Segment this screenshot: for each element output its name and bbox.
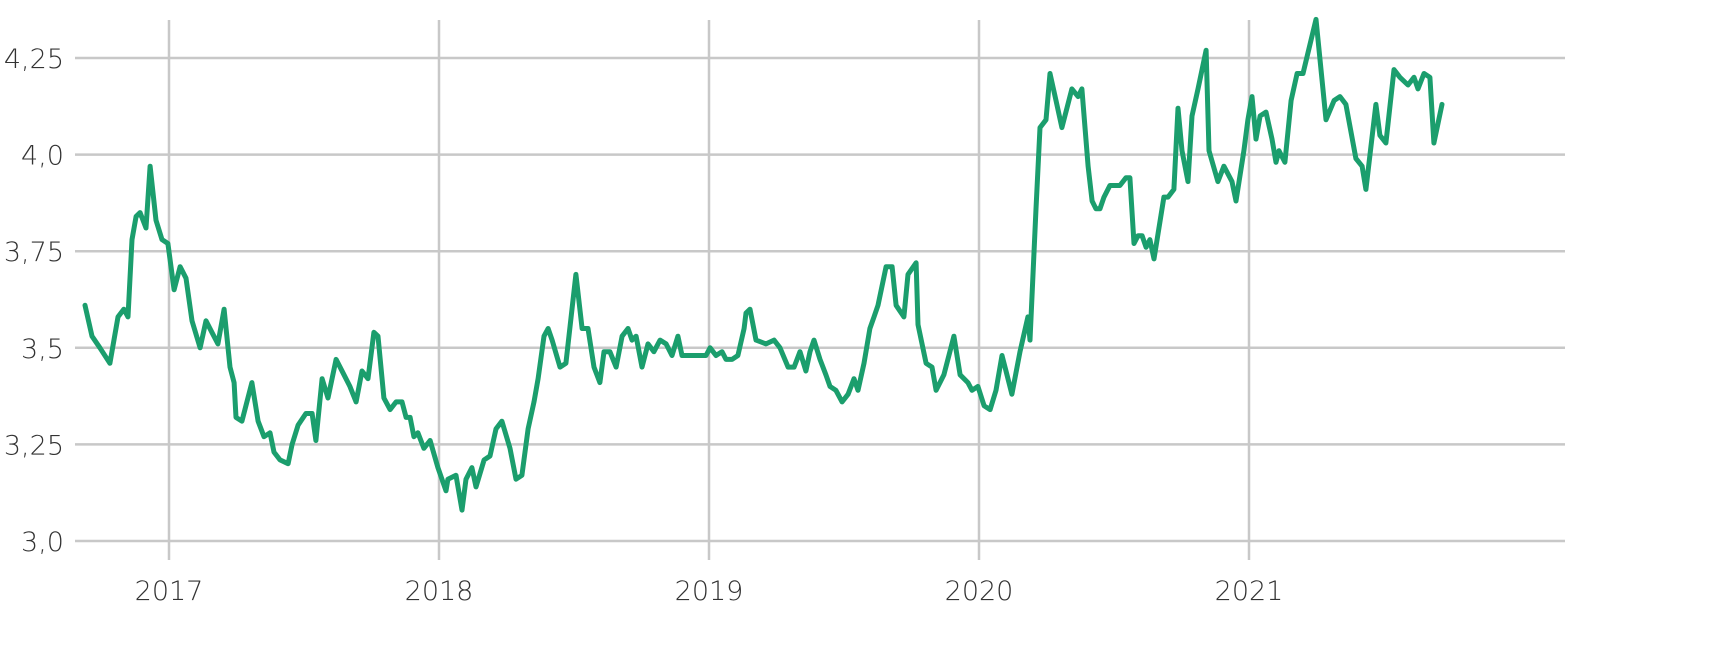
x-axis: 2017 2018 2019 2020 2021 bbox=[135, 576, 1284, 607]
x-tick-label: 2017 bbox=[135, 576, 204, 607]
x-tick-label: 2019 bbox=[675, 576, 744, 607]
y-tick-label: 4,0 bbox=[21, 141, 64, 172]
series-line bbox=[82, 16, 1445, 513]
y-tick-label: 3,25 bbox=[4, 430, 64, 461]
y-tick-label: 3,0 bbox=[21, 527, 64, 558]
x-tick-label: 2018 bbox=[405, 576, 474, 607]
series bbox=[82, 16, 1445, 513]
x-tick-label: 2020 bbox=[945, 576, 1014, 607]
y-axis: 3,0 3,25 3,5 3,75 4,0 4,25 bbox=[4, 44, 64, 558]
x-tick-label: 2021 bbox=[1215, 576, 1284, 607]
y-tick-label: 4,25 bbox=[4, 44, 64, 75]
y-tick-label: 3,75 bbox=[4, 237, 64, 268]
y-tick-label: 3,5 bbox=[21, 334, 64, 365]
